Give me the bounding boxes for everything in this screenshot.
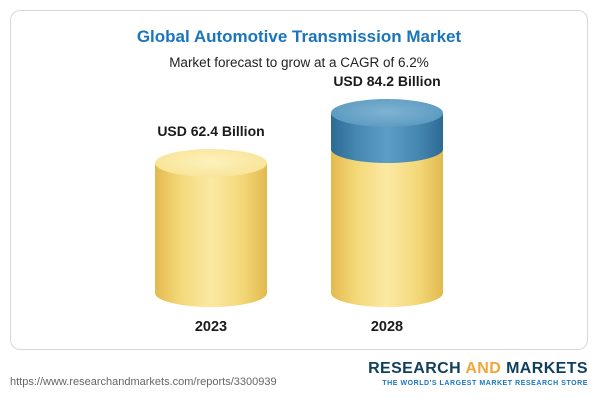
cylinder-2023-top-cap — [155, 149, 267, 178]
bar-column-2023: USD 62.4 Billion 2023 — [155, 123, 267, 335]
cylinder-2028-top-cap — [331, 99, 443, 128]
logo-wordmark: RESEARCH AND MARKETS — [368, 360, 588, 378]
logo-word-research: RESEARCH — [368, 360, 462, 378]
value-label-2023: USD 62.4 Billion — [157, 123, 265, 140]
chart-card: Global Automotive Transmission Market Ma… — [10, 10, 588, 350]
logo-word-markets: MARKETS — [506, 360, 588, 378]
chart-subtitle: Market forecast to grow at a CAGR of 6.2… — [169, 55, 429, 70]
logo-tagline: THE WORLD'S LARGEST MARKET RESEARCH STOR… — [382, 379, 588, 387]
category-label-2023: 2023 — [194, 319, 228, 335]
cylinder-2023 — [155, 149, 267, 307]
category-label-2028: 2028 — [370, 319, 404, 335]
footer: https://www.researchandmarkets.com/repor… — [10, 354, 588, 394]
chart-title: Global Automotive Transmission Market — [136, 27, 462, 46]
cylinder-2023-body — [155, 163, 267, 307]
value-label-2028: USD 84.2 Billion — [333, 73, 441, 90]
cylinder-chart: USD 62.4 Billion 2023 USD 84.2 Billion 2… — [11, 73, 587, 335]
logo-word-and: AND — [465, 360, 502, 378]
cylinder-2028 — [331, 99, 443, 307]
report-url-link[interactable]: https://www.researchandmarkets.com/repor… — [10, 376, 277, 388]
bar-column-2028: USD 84.2 Billion 2028 — [331, 73, 443, 335]
researchandmarkets-logo: RESEARCH AND MARKETS THE WORLD'S LARGEST… — [368, 360, 588, 387]
